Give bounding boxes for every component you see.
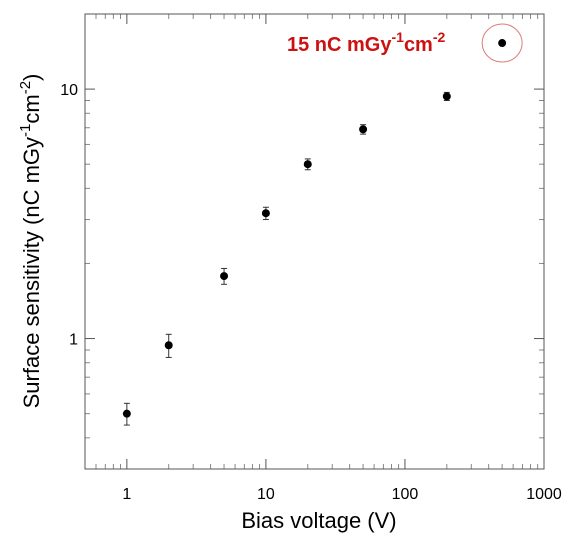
- x-tick-label: 10: [257, 486, 275, 503]
- y-tick-label: 10: [60, 82, 78, 99]
- y-tick-label: 1: [69, 332, 78, 349]
- y-axis-label-sup2: -2: [17, 81, 34, 94]
- data-point: [261, 209, 270, 218]
- x-tick-label: 1000: [526, 486, 562, 503]
- data-point: [359, 125, 368, 134]
- y-axis-label: Surface sensitivity (nC mGy-1cm-2): [17, 74, 44, 409]
- annotation-circle: [481, 23, 523, 63]
- tick-labels: 1 10 100 1000 1 10: [60, 82, 562, 503]
- data-point: [122, 409, 131, 418]
- annotation-main: 15 nC mGy: [287, 34, 392, 56]
- x-tick-label: 1: [122, 486, 131, 503]
- data-point: [303, 160, 312, 169]
- x-axis-label: Bias voltage (V): [241, 508, 396, 533]
- y-axis-label-mid: cm: [19, 94, 44, 123]
- annotation-sup2: -2: [433, 29, 446, 45]
- data-point: [442, 92, 451, 101]
- data-point: [498, 39, 507, 48]
- annotation-sup1: -1: [391, 29, 404, 45]
- y-axis-label-main: Surface sensitivity (nC mGy: [19, 137, 44, 408]
- annotation-mid: cm: [404, 34, 433, 56]
- major-ticks: [85, 14, 545, 469]
- y-axis-label-sup1: -1: [17, 124, 34, 137]
- data-point: [164, 341, 173, 350]
- y-axis-label-end: ): [19, 74, 44, 81]
- x-tick-label: 100: [392, 486, 419, 503]
- data-point: [220, 272, 229, 281]
- annotation-label: 15 nC mGy-1cm-2: [287, 29, 446, 56]
- minor-ticks: [84, 13, 544, 470]
- data-points: [122, 39, 507, 426]
- plot-frame: [84, 13, 545, 470]
